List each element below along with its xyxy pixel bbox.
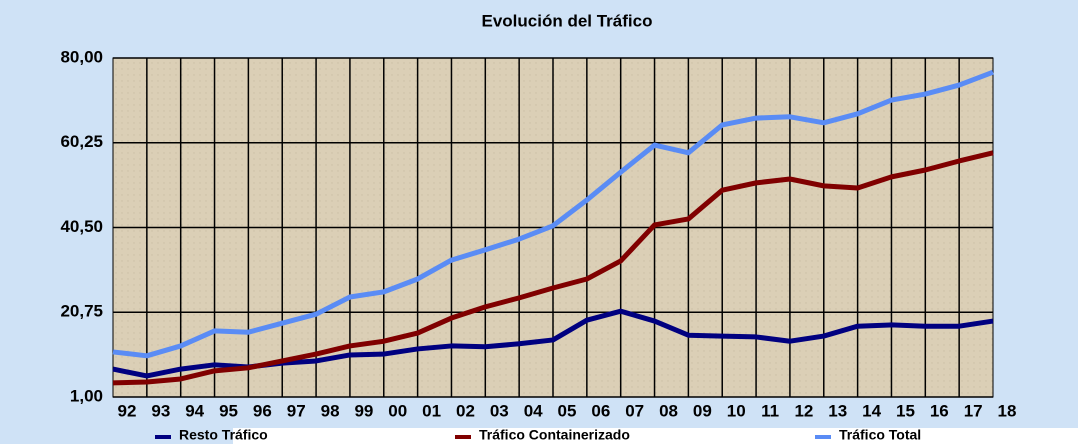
y-tick-label: 20,75 (60, 302, 103, 321)
x-tick-label: 92 (118, 401, 137, 420)
x-tick-label: 10 (727, 401, 746, 420)
x-tick-label: 12 (794, 401, 813, 420)
series-line (112, 150, 994, 386)
x-tick-label: 14 (862, 401, 881, 420)
x-tick-label: 06 (591, 401, 610, 420)
x-tick-label: 07 (625, 401, 644, 420)
chart-title: Evolución del Tráfico (482, 11, 653, 30)
y-tick-label: 40,50 (60, 217, 103, 236)
x-tick-label: 05 (558, 401, 577, 420)
x-tick-label: 02 (456, 401, 475, 420)
x-tick-label: 13 (828, 401, 847, 420)
x-tick-label: 11 (761, 401, 779, 420)
x-tick-label: 95 (219, 401, 238, 420)
x-tick-label: 03 (490, 401, 509, 420)
x-tick-label: 01 (422, 401, 441, 420)
x-tick-label: 98 (321, 401, 340, 420)
x-tick-label: 96 (253, 401, 272, 420)
x-tick-label: 09 (693, 401, 712, 420)
x-tick-label: 93 (151, 401, 170, 420)
x-tick-label: 15 (896, 401, 915, 420)
y-tick-label: 60,25 (60, 132, 103, 151)
series-line (112, 69, 994, 359)
legend-strip (233, 428, 1078, 444)
legend-label: Tráfico Total (839, 427, 921, 443)
legend-label: Tráfico Containerizado (479, 427, 630, 443)
x-tick-label: 17 (964, 401, 983, 420)
y-tick-label: 80,00 (60, 47, 103, 66)
x-tick-label: 04 (524, 401, 543, 420)
x-tick-label: 18 (998, 401, 1017, 420)
x-tick-label: 08 (659, 401, 678, 420)
legend-label: Resto Tráfico (179, 427, 268, 443)
x-tick-label: 99 (354, 401, 373, 420)
y-tick-label: 1,00 (70, 386, 103, 405)
x-tick-label: 00 (388, 401, 407, 420)
x-tick-label: 97 (287, 401, 306, 420)
x-tick-label: 16 (930, 401, 949, 420)
x-tick-label: 94 (185, 401, 204, 420)
